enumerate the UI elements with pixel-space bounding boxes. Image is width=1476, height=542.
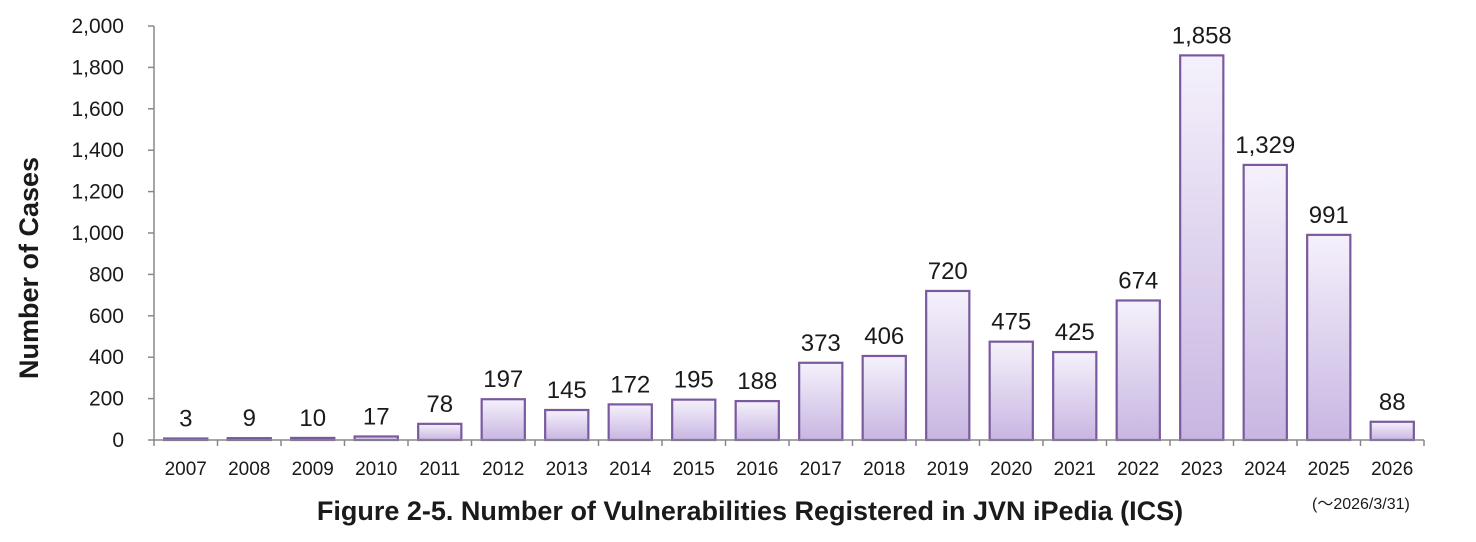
y-tick-label: 800 (89, 263, 124, 286)
y-tick-label: 600 (89, 305, 124, 328)
bar-2011 (417, 422, 463, 442)
x-tick-label: 2014 (609, 459, 652, 480)
data-label: 172 (610, 371, 650, 398)
data-label: 188 (737, 368, 777, 395)
data-label: 197 (483, 366, 523, 393)
data-label: 475 (991, 309, 1031, 336)
y-axis-label: Number of Cases (14, 157, 44, 379)
date-range-note: (～2026/3/31) (1312, 496, 1410, 513)
data-label: 1,858 (1172, 22, 1232, 49)
x-tick-label: 2017 (800, 459, 842, 480)
bar-2013 (544, 408, 590, 442)
x-tick-label: 2020 (990, 459, 1032, 480)
x-tick-label: 2022 (1117, 459, 1159, 480)
x-tick-label: 2024 (1244, 459, 1287, 480)
x-tick-label: 2007 (165, 459, 207, 480)
y-tick-label: 1,800 (71, 56, 124, 79)
x-tick-label: 2013 (546, 459, 588, 480)
data-label: 17 (363, 403, 390, 430)
data-label: 1,329 (1235, 132, 1295, 159)
x-tick-label: 2016 (736, 459, 778, 480)
bar-chart: Number of Cases 0 200 400 600 800 1,000 1,200 1… (14, 15, 1425, 480)
data-label: 9 (243, 405, 256, 432)
bar-2025 (1306, 233, 1352, 442)
bar-2021 (1052, 350, 1098, 442)
x-tick-label: 2009 (292, 459, 334, 480)
bar-2026 (1369, 420, 1415, 442)
y-tick-label: 1,600 (71, 98, 124, 121)
data-label: 78 (426, 391, 453, 418)
data-label: 373 (801, 330, 841, 357)
bar-2015 (671, 398, 717, 442)
y-tick-label: 1,400 (71, 139, 124, 162)
x-tick-label: 2018 (863, 459, 905, 480)
y-tick-label: 400 (89, 346, 124, 369)
data-label: 991 (1309, 202, 1349, 229)
bar-2014 (607, 403, 653, 442)
bar-2012 (480, 398, 526, 442)
chart-title: Figure 2-5. Number of Vulnerabilities Re… (316, 496, 1184, 526)
y-tick-label: 2,000 (71, 15, 124, 38)
x-tick-label: 2010 (355, 459, 397, 480)
x-tick-label: 2019 (927, 459, 969, 480)
x-tick-label: 2021 (1054, 459, 1096, 480)
data-label: 425 (1055, 319, 1095, 346)
bar-2017 (798, 361, 844, 442)
x-tick-label: 2011 (419, 459, 460, 480)
data-label: 145 (547, 377, 587, 404)
bar-2019 (925, 289, 971, 442)
bar-2023 (1179, 54, 1225, 442)
bar-2016 (734, 399, 780, 442)
data-label: 88 (1379, 389, 1406, 416)
data-label: 720 (928, 258, 968, 285)
x-tick-label: 2026 (1371, 459, 1413, 480)
data-label: 3 (179, 406, 192, 433)
y-tick-label: 200 (89, 388, 124, 411)
data-label: 674 (1118, 267, 1158, 294)
bar-2020 (988, 340, 1034, 442)
y-tick-label: 0 (112, 429, 124, 452)
bar-2022 (1115, 299, 1161, 442)
data-label: 195 (674, 367, 714, 394)
y-tick-label: 1,200 (71, 181, 124, 204)
data-label: 10 (299, 405, 326, 432)
x-tick-label: 2012 (482, 459, 524, 480)
x-tick-label: 2015 (673, 459, 715, 480)
bar-2018 (861, 354, 907, 442)
y-axis-label-group: Number of Cases (14, 157, 44, 379)
x-tick-label: 2008 (228, 459, 270, 480)
bar-2024 (1242, 163, 1288, 442)
x-tick-label: 2023 (1181, 459, 1223, 480)
y-tick-label: 1,000 (71, 222, 124, 245)
x-tick-label: 2025 (1308, 459, 1350, 480)
data-label: 406 (864, 323, 904, 350)
